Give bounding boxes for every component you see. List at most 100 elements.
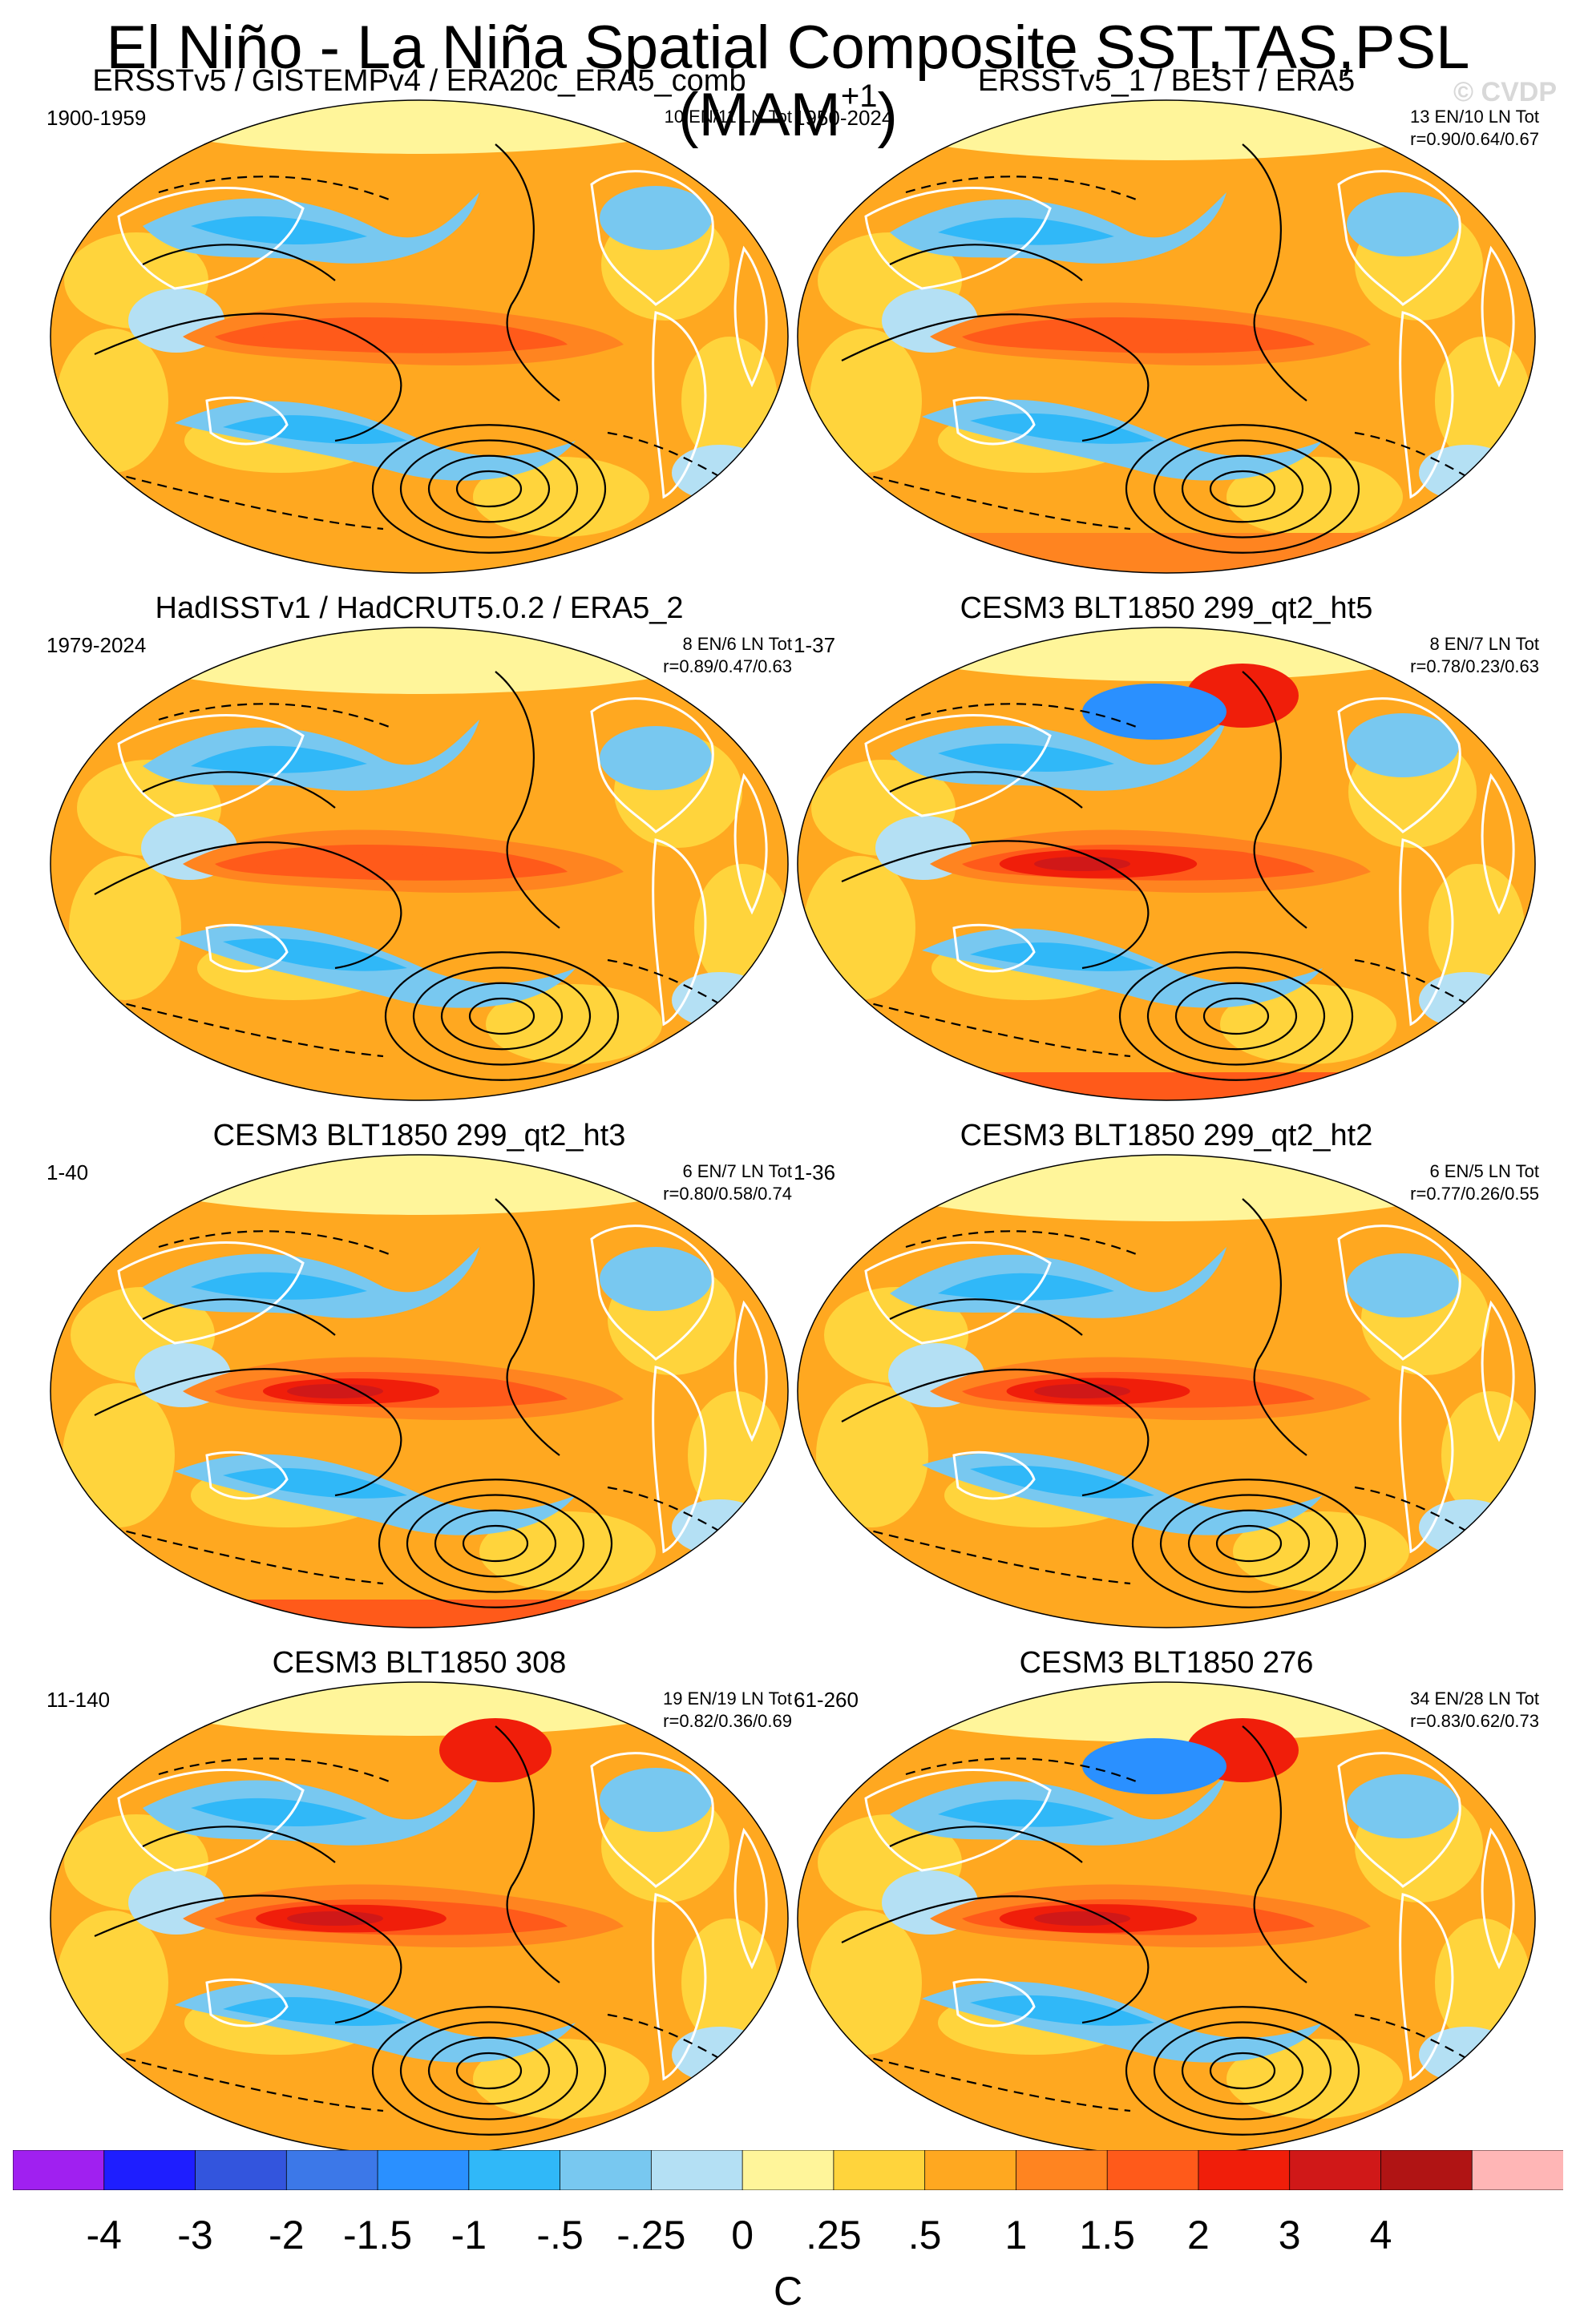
map-field	[51, 1155, 788, 1628]
psl-contours	[94, 143, 753, 554]
psl-contours	[841, 143, 1500, 554]
panel-stats: 6 EN/7 LN Tot r=0.80/0.58/0.74	[663, 1161, 792, 1204]
psl-contours	[841, 671, 1500, 1081]
colorbar-swatch	[650, 2150, 744, 2190]
panel-title: CESM3 BLT1850 299_qt2_ht5	[960, 591, 1373, 625]
colorbar-tick-label: 2	[1187, 2213, 1210, 2257]
colorbar-swatch	[1471, 2150, 1563, 2190]
panel-title: ERSSTv5 / GISTEMPv4 / ERA20c_ERA5_comb	[92, 64, 746, 98]
globe-outline	[797, 627, 1536, 1101]
colorbar-tick-label: -.25	[616, 2213, 686, 2257]
map-field	[798, 100, 1535, 573]
panel-period: 1-36	[794, 1160, 836, 1184]
panel-period: 11-140	[46, 1688, 111, 1712]
sst-anomaly-map	[50, 627, 789, 1101]
figure-title-superscript: +1	[840, 78, 878, 114]
psl-contours	[841, 1725, 1500, 2136]
sst-anomaly-map	[50, 1681, 789, 2156]
map-field	[798, 1155, 1535, 1628]
map-field	[798, 627, 1535, 1100]
colorbar-tick-label: 0	[731, 2213, 754, 2257]
panel-stats: 19 EN/19 LN Tot r=0.82/0.36/0.69	[662, 1689, 792, 1731]
colorbar-tick-label: 1.5	[1079, 2213, 1135, 2257]
colorbar-swatch	[1289, 2150, 1382, 2190]
colorbar-swatch	[285, 2150, 378, 2190]
colorbar-swatch	[833, 2150, 926, 2190]
panel-title: CESM3 BLT1850 299_qt2_ht2	[960, 1119, 1373, 1152]
panel-title: CESM3 BLT1850 308	[272, 1646, 567, 1680]
colorbar-tick-label: 4	[1369, 2213, 1392, 2257]
colorbar-tick-label: -2	[269, 2213, 305, 2257]
colorbar-swatch	[195, 2150, 288, 2190]
colorbar-swatch	[468, 2150, 561, 2190]
map-panel-3: HadISSTv1 / HadCRUT5.0.2 / ERA5_2 1979-2…	[46, 591, 792, 1112]
sst-anomaly-map	[797, 1154, 1536, 1628]
psl-contours	[94, 671, 753, 1081]
coastlines	[864, 1752, 1515, 2081]
sst-anomaly-map	[50, 1154, 789, 1628]
panel-period: 61-260	[794, 1688, 859, 1712]
colorbar-swatch	[13, 2150, 105, 2190]
map-panel-6: CESM3 BLT1850 299_qt2_ht2 1-36 6 EN/5 LN…	[794, 1119, 1539, 1640]
globe-outline	[797, 99, 1536, 574]
colorbar	[13, 2150, 1563, 2190]
colorbar-swatch	[1106, 2150, 1199, 2190]
psl-contours	[94, 1198, 753, 1608]
coastlines	[117, 1225, 768, 1554]
colorbar-swatch	[560, 2150, 653, 2190]
watermark: © CVDP	[1453, 77, 1557, 107]
coastlines	[864, 1225, 1515, 1554]
colorbar-tick-label: .5	[907, 2213, 942, 2257]
colorbar-swatch	[742, 2150, 834, 2190]
panel-title: CESM3 BLT1850 299_qt2_ht3	[212, 1119, 626, 1152]
colorbar-swatch	[924, 2150, 1017, 2190]
map-field	[51, 1682, 788, 2155]
colorbar-units: C	[773, 2269, 803, 2314]
globe-outline	[50, 99, 789, 574]
figure-title: El Niño - La Niña Spatial Composite SST,…	[106, 14, 1470, 149]
coastlines	[117, 1752, 768, 2081]
sst-anomaly-map	[797, 99, 1536, 574]
panel-stats: 10 EN/11 LN Tot	[664, 107, 792, 127]
colorbar-tick-label: 3	[1278, 2213, 1301, 2257]
panel-period: 1-37	[794, 633, 836, 657]
colorbar-swatch	[103, 2150, 196, 2190]
colorbar-tick-label: .25	[806, 2213, 862, 2257]
coastlines	[117, 170, 768, 499]
colorbar-swatch	[377, 2150, 470, 2190]
colorbar-tick-label: 1	[1004, 2213, 1028, 2257]
map-field	[51, 627, 788, 1100]
map-panel-4: CESM3 BLT1850 299_qt2_ht5 1-37 8 EN/7 LN…	[794, 591, 1539, 1112]
globe-outline	[797, 1154, 1536, 1628]
map-field	[51, 100, 788, 573]
sst-anomaly-map	[50, 99, 789, 574]
map-field	[798, 1682, 1535, 2155]
colorbar-tick-label: -.5	[536, 2213, 584, 2257]
panel-title: ERSSTv5_1 / BEST / ERA5	[977, 64, 1356, 98]
panel-stats: 8 EN/7 LN Tot r=0.78/0.23/0.63	[1410, 634, 1539, 676]
map-panel-1: ERSSTv5 / GISTEMPv4 / ERA20c_ERA5_comb 1…	[46, 64, 792, 585]
panel-period: 1950-2024	[794, 106, 894, 130]
panel-stats: 6 EN/5 LN Tot r=0.77/0.26/0.55	[1410, 1161, 1539, 1204]
colorbar-swatch	[1016, 2150, 1109, 2190]
colorbar-tick-label: -1	[451, 2213, 487, 2257]
globe-outline	[50, 627, 789, 1101]
colorbar-tick-label: -4	[86, 2213, 122, 2257]
coastlines	[864, 170, 1515, 499]
coastlines	[864, 697, 1515, 1027]
map-panel-2: ERSSTv5_1 / BEST / ERA5 1950-2024 13 EN/…	[794, 64, 1539, 585]
panel-stats: 13 EN/10 LN Tot r=0.90/0.64/0.67	[1409, 107, 1539, 149]
panel-period: 1979-2024	[46, 633, 147, 657]
panel-period: 1900-1959	[46, 106, 147, 130]
colorbar-tick-label: -3	[177, 2213, 213, 2257]
colorbar-swatch	[1198, 2150, 1291, 2190]
panel-title: HadISSTv1 / HadCRUT5.0.2 / ERA5_2	[155, 591, 684, 625]
panel-stats: 34 EN/28 LN Tot r=0.83/0.62/0.73	[1409, 1689, 1539, 1731]
panel-period: 1-40	[46, 1160, 89, 1184]
coastlines	[117, 697, 768, 1027]
map-panel-5: CESM3 BLT1850 299_qt2_ht3 1-40 6 EN/7 LN…	[46, 1119, 792, 1640]
psl-contours	[94, 1725, 753, 2136]
globe-outline	[50, 1154, 789, 1628]
sst-anomaly-map	[797, 627, 1536, 1101]
panel-stats: 8 EN/6 LN Tot r=0.89/0.47/0.63	[663, 634, 792, 676]
